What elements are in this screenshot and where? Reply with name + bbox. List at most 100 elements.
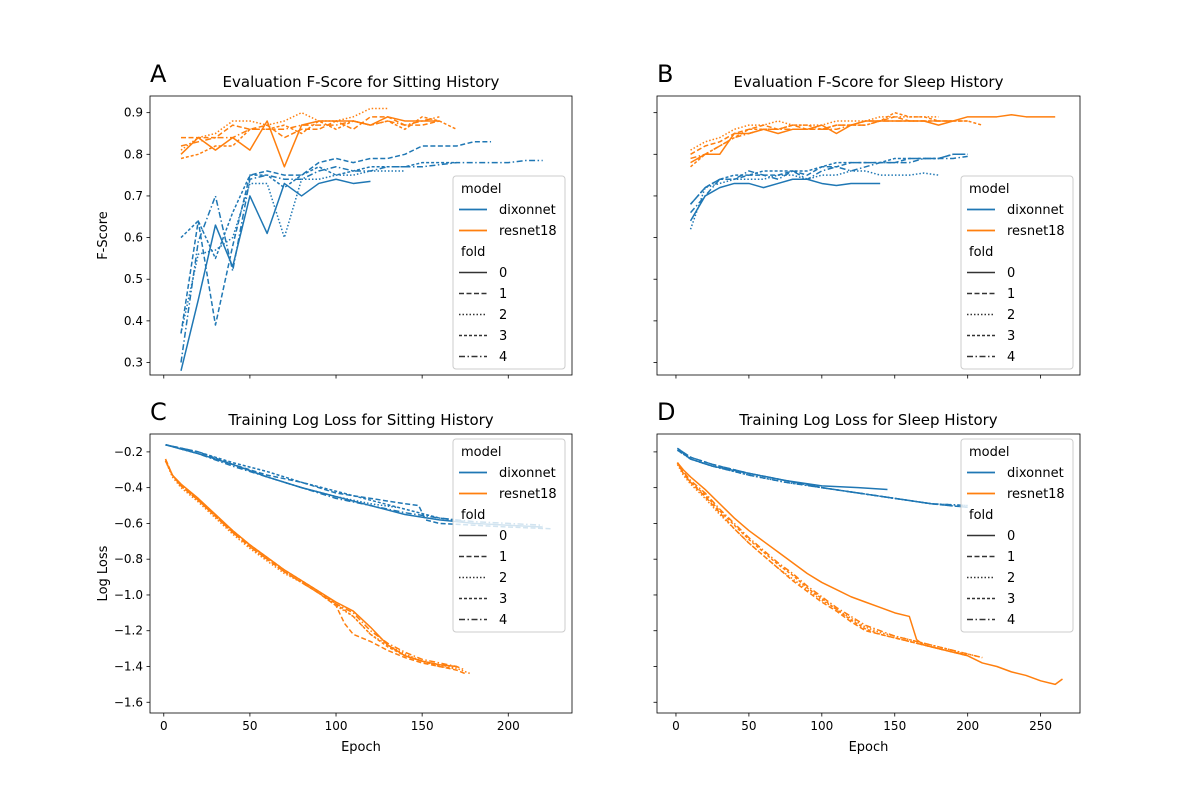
legend-fold-title: fold — [969, 245, 993, 260]
x-tick-label: 150 — [883, 719, 906, 733]
series-line-resnet18-fold-4 — [164, 458, 466, 671]
legend-box — [452, 438, 566, 633]
legend-fold-label: 2 — [1007, 571, 1015, 586]
legend: model dixonnet resnet18 fold 0 1 2 3 4 — [960, 175, 1074, 370]
series-line-dixonnet-fold-2 — [180, 170, 405, 334]
legend-fold-label: 4 — [1007, 350, 1015, 365]
x-tick-label: 200 — [497, 719, 520, 733]
series-line-resnet18-fold-2 — [690, 116, 939, 151]
y-tick-label: 0.3 — [124, 356, 143, 370]
legend-model-title: model — [461, 445, 501, 460]
series-line-resnet18-fold-1 — [181, 116, 440, 139]
series-line-dixonnet-fold-2 — [676, 449, 968, 507]
y-tick-label: −1.0 — [114, 588, 143, 602]
legend-fold-label: 4 — [499, 613, 507, 628]
series-line-resnet18-fold-3 — [164, 460, 454, 670]
series-line-resnet18-fold-1 — [676, 462, 968, 657]
legend-fold-label: 1 — [1007, 550, 1015, 565]
x-tick-label: 100 — [325, 719, 348, 733]
y-tick-label: −0.4 — [114, 481, 143, 495]
y-tick-label: −0.2 — [114, 445, 143, 459]
legend-fold-label: 3 — [1007, 329, 1015, 344]
series-line-dixonnet-fold-0 — [689, 178, 881, 222]
x-tick-label: 200 — [956, 719, 979, 733]
panel-title: Training Log Loss for Sleep History — [738, 411, 997, 429]
panel-letter: A — [150, 60, 167, 88]
legend-model-title: model — [461, 182, 501, 197]
legend-model-label: dixonnet — [499, 466, 556, 481]
plot-frame — [149, 95, 573, 376]
series-line-resnet18-fold-0 — [180, 116, 440, 168]
series-line-dixonnet-fold-1 — [180, 141, 492, 334]
legend-fold-title: fold — [461, 508, 485, 523]
legend-fold-title: fold — [969, 508, 993, 523]
legend-fold-title: fold — [461, 245, 485, 260]
y-tick-label: 0.5 — [124, 272, 143, 286]
legend-fold-label: 4 — [1007, 613, 1015, 628]
legend-fold-label: 2 — [499, 308, 507, 323]
y-tick-label: −0.6 — [114, 516, 143, 530]
legend-fold-label: 2 — [1007, 308, 1015, 323]
series-line-dixonnet-fold-0 — [180, 178, 371, 372]
x-tick-label: 50 — [242, 719, 257, 733]
x-tick-label: 250 — [1029, 719, 1052, 733]
y-tick-label: −1.6 — [114, 695, 143, 709]
x-tick-label: 150 — [411, 719, 434, 733]
legend-fold-label: 1 — [1007, 287, 1015, 302]
y-tick-label: −1.2 — [114, 624, 143, 638]
y-tick-label: 0.8 — [124, 147, 143, 161]
legend-model-label: dixonnet — [1007, 466, 1064, 481]
panel-letter: B — [657, 60, 673, 88]
series-line-resnet18-fold-2 — [676, 464, 983, 659]
y-tick-label: 0.7 — [124, 189, 143, 203]
y-tick-label: 0.4 — [124, 314, 143, 328]
legend-model-title: model — [969, 182, 1009, 197]
series-line-resnet18-fold-4 — [676, 462, 983, 659]
legend-model-label: dixonnet — [499, 203, 556, 218]
legend-box — [960, 175, 1074, 370]
series-line-resnet18-fold-1 — [164, 458, 466, 675]
legend-fold-label: 3 — [499, 329, 507, 344]
legend-model-label: resnet18 — [499, 487, 557, 502]
x-tick-label: 0 — [160, 719, 168, 733]
x-axis-label: Epoch — [849, 740, 889, 755]
legend-fold-label: 3 — [499, 592, 507, 607]
series-line-resnet18-fold-0 — [164, 460, 457, 668]
series-line-dixonnet-fold-0 — [676, 447, 888, 491]
y-tick-label: −1.4 — [114, 660, 143, 674]
panel-title: Training Log Loss for Sitting History — [227, 411, 493, 429]
plot-frame — [656, 95, 1081, 376]
panel-c: 0 50 100 150 200 −1.6 −1.4 −1.2 −1.0 −0.8 −0.6 −0.4… — [96, 398, 573, 755]
legend-fold-label: 4 — [499, 350, 507, 365]
series-group — [180, 107, 543, 372]
series-line-dixonnet-fold-3 — [165, 443, 466, 523]
legend: model dixonnet resnet18 fold 0 1 2 3 4 — [452, 175, 566, 370]
panel-title: Evaluation F-Score for Sleep History — [734, 73, 1004, 91]
panel-d: 0 50 100 150 200 250 Training Log Loss for Sle… — [653, 398, 1081, 755]
series-line-dixonnet-fold-3 — [689, 153, 968, 205]
series-line-dixonnet-fold-4 — [165, 444, 543, 526]
series-line-dixonnet-fold-4 — [689, 155, 968, 214]
series-line-dixonnet-fold-1 — [689, 153, 968, 205]
x-tick-label: 50 — [741, 719, 756, 733]
legend-fold-label: 0 — [499, 266, 507, 281]
panel-title: Evaluation F-Score for Sitting History — [223, 73, 500, 91]
legend-model-title: model — [969, 445, 1009, 460]
legend-fold-label: 1 — [499, 550, 507, 565]
series-line-resnet18-fold-0 — [690, 113, 1056, 164]
legend-fold-label: 0 — [499, 529, 507, 544]
legend-fold-label: 0 — [1007, 529, 1015, 544]
series-line-resnet18-fold-1 — [690, 116, 968, 155]
y-tick-label: −0.8 — [114, 552, 143, 566]
legend-model-label: dixonnet — [1007, 203, 1064, 218]
y-tick-label: 0.9 — [124, 106, 143, 120]
series-line-resnet18-fold-2 — [180, 107, 388, 151]
plot-frame — [149, 433, 573, 714]
series-line-resnet18-fold-4 — [690, 120, 954, 160]
legend-fold-label: 2 — [499, 571, 507, 586]
y-axis-label: Log Loss — [96, 545, 111, 601]
legend: model dixonnet resnet18 fold 0 1 2 3 4 — [452, 438, 566, 633]
series-line-dixonnet-fold-2 — [165, 444, 397, 509]
